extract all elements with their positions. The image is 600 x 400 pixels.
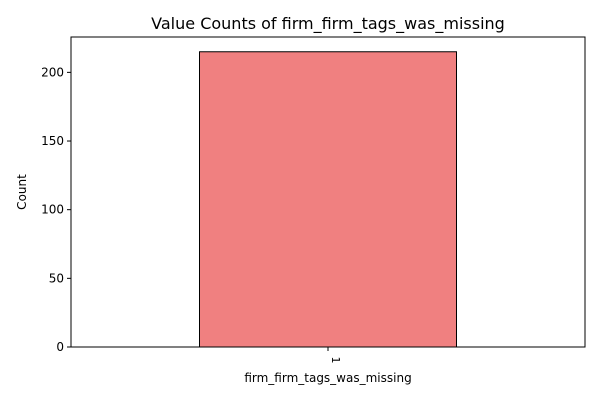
y-axis-ticks: 0 50 100 150 200 (41, 65, 71, 354)
x-tick-label: 1 (329, 357, 342, 364)
chart-title: Value Counts of firm_firm_tags_was_missi… (151, 14, 505, 34)
x-axis-label: firm_firm_tags_was_missing (244, 371, 411, 385)
y-axis-label: Count (15, 174, 29, 210)
bars-group (199, 51, 457, 348)
y-tick-label: 0 (56, 340, 64, 354)
y-tick-label: 100 (41, 203, 64, 217)
y-tick-label: 200 (41, 65, 64, 79)
x-axis-ticks: 1 (327, 347, 342, 364)
y-tick-label: 150 (41, 134, 64, 148)
bar-1 (199, 51, 457, 348)
y-tick-label: 50 (49, 271, 64, 285)
